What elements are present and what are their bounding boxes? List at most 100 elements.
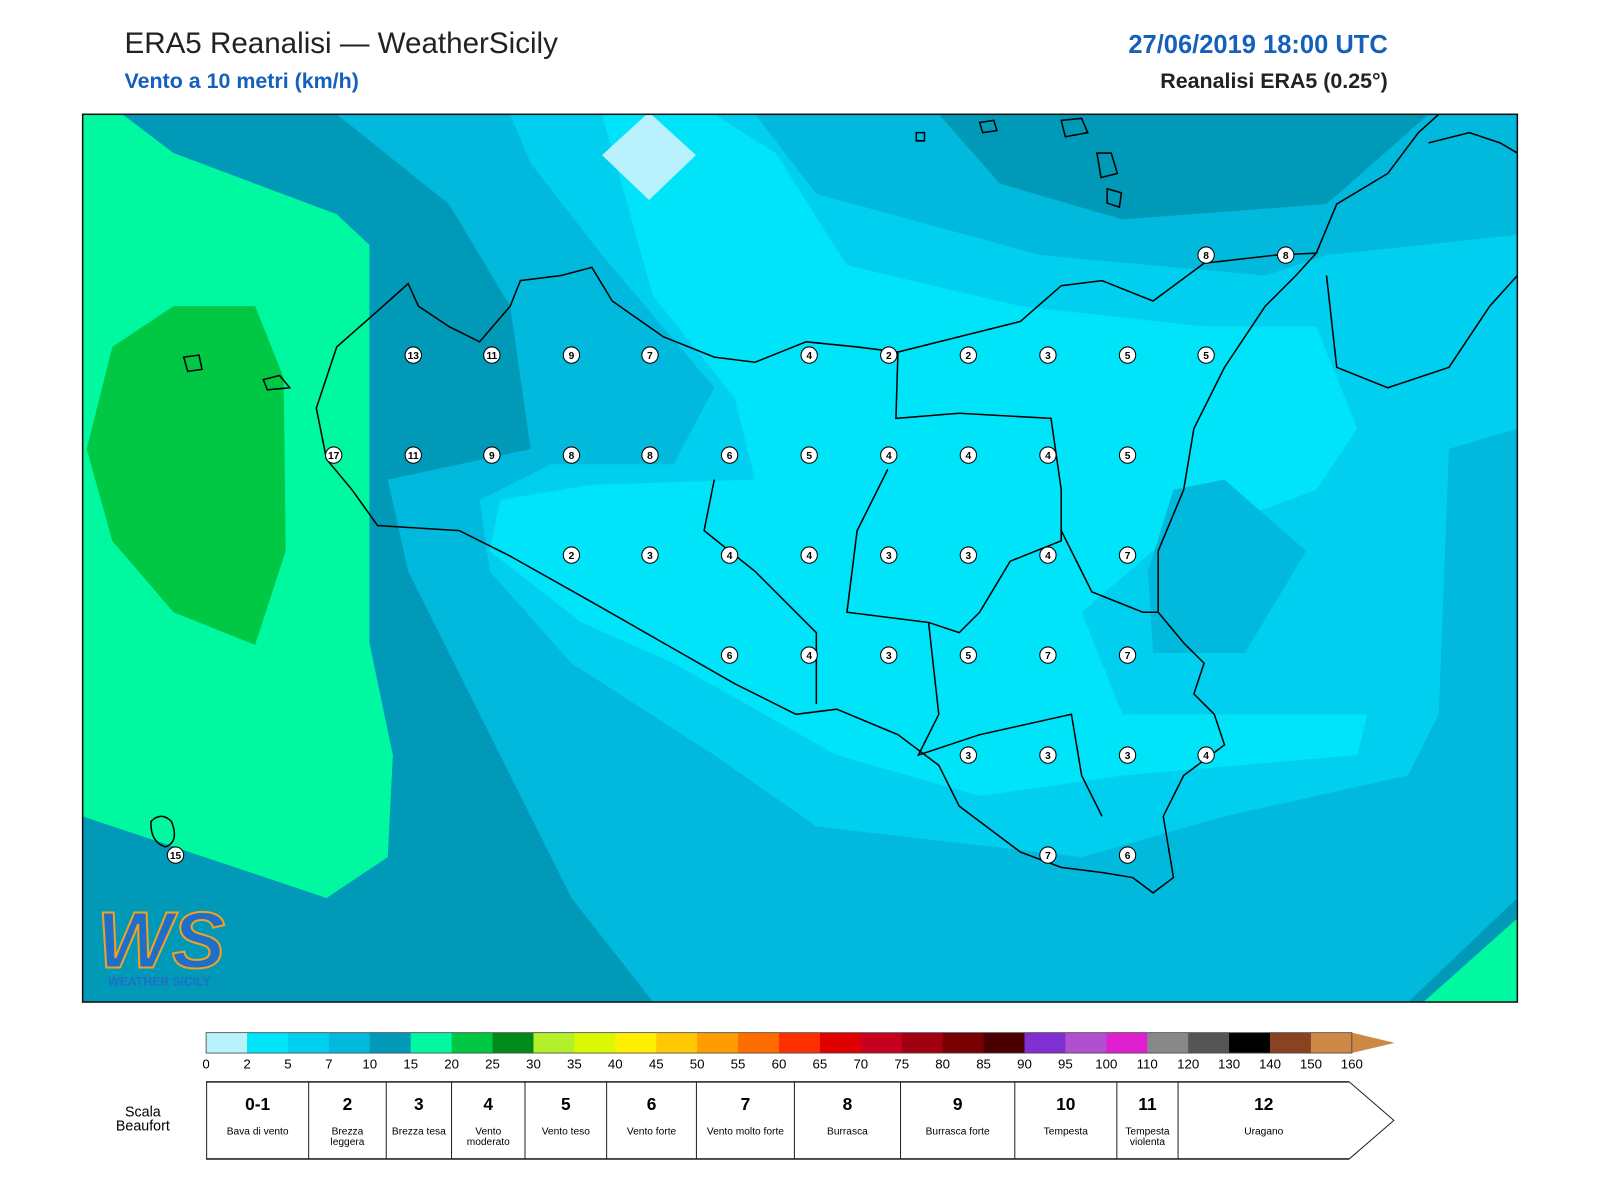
station-marker	[483, 446, 501, 464]
station-marker	[1277, 246, 1295, 264]
station-marker	[1197, 746, 1215, 764]
station-value: 6	[727, 451, 733, 462]
colorbar-tick-label: 60	[772, 1056, 787, 1071]
station-marker	[641, 346, 659, 364]
station-value: 7	[647, 351, 653, 362]
colorbar-tick-label: 2	[243, 1056, 250, 1071]
colorbar-tick-label: 65	[813, 1056, 828, 1071]
station-value: 4	[806, 551, 812, 562]
subtitle: Vento a 10 metri (km/h)	[124, 69, 358, 93]
beaufort-cell: 6 Vento forte	[606, 1081, 696, 1160]
colorbar-tick-label: 30	[526, 1056, 541, 1071]
station-marker	[880, 546, 898, 564]
station-value: 9	[489, 451, 495, 462]
beaufort-cell: 2 Brezza leggera	[308, 1081, 386, 1160]
colorbar-tick-label: 40	[608, 1056, 623, 1071]
station-marker	[1039, 346, 1057, 364]
colorbar-swatch	[247, 1032, 289, 1054]
station-marker	[562, 446, 581, 464]
station-marker	[641, 546, 659, 564]
station-value: 8	[1203, 251, 1209, 262]
beaufort-cell: 8 Burrasca	[793, 1081, 900, 1160]
station-marker	[1039, 846, 1057, 864]
coastline	[150, 114, 1518, 894]
colorbar-swatch	[287, 1032, 330, 1054]
beaufort-cell: 9 Burrasca forte	[899, 1081, 1015, 1160]
colorbar-tick-label: 10	[362, 1056, 377, 1071]
station-marker	[959, 546, 978, 564]
station-value: 3	[966, 551, 972, 562]
colorbar-swatch	[1269, 1032, 1312, 1054]
station-marker	[641, 446, 659, 464]
station-marker	[880, 346, 898, 364]
station-value: 5	[1203, 351, 1209, 362]
colorbar-swatch	[451, 1032, 494, 1054]
station-value: 4	[1045, 451, 1051, 462]
station-marker	[1118, 346, 1137, 364]
colorbar-tick-label: 85	[976, 1056, 991, 1071]
station-value: 5	[966, 651, 972, 662]
wind-field: WS WEATHER SICILY	[82, 114, 1518, 1003]
beaufort-description: Burrasca	[827, 1126, 868, 1138]
station-value: 11	[486, 351, 497, 362]
colorbar-tick-label: 140	[1259, 1056, 1281, 1071]
station-marker	[959, 446, 978, 464]
colorbar-swatch	[983, 1032, 1025, 1054]
station-value: 3	[1045, 351, 1051, 362]
colorbar-swatch	[328, 1032, 371, 1054]
beaufort-description: Vento forte	[626, 1126, 677, 1138]
station-marker	[1039, 446, 1057, 464]
station-marker	[959, 746, 978, 764]
beaufort-grade: 6	[646, 1094, 657, 1115]
colorbar-border	[205, 1032, 1353, 1054]
colorbar-swatch	[492, 1032, 534, 1054]
station-value: 3	[966, 751, 972, 762]
station-marker	[1039, 646, 1057, 664]
station-value: 15	[170, 851, 182, 862]
station-marker	[880, 446, 898, 464]
colorbar-swatch	[1147, 1032, 1189, 1054]
beaufort-grade: 11	[1138, 1094, 1157, 1115]
beaufort-description: Uragano	[1244, 1126, 1284, 1138]
station-marker	[404, 446, 422, 464]
colorbar-tick-label: 75	[894, 1056, 909, 1071]
station-marker	[483, 346, 501, 364]
title: ERA5 Reanalisi — WeatherSicily	[124, 27, 558, 60]
logo-mark: WS	[97, 895, 225, 984]
station-value: 4	[727, 551, 733, 562]
station-marker	[404, 346, 422, 364]
station-marker	[562, 546, 581, 564]
station-marker	[959, 646, 978, 664]
colorbar-swatch	[656, 1032, 698, 1054]
beaufort-description: Brezza leggera	[330, 1126, 365, 1148]
station-value: 2	[569, 551, 575, 562]
colorbar-swatch	[615, 1032, 657, 1054]
station-value: 4	[1203, 751, 1209, 762]
colorbar-tick-label: 15	[403, 1056, 418, 1071]
colorbar-swatch	[369, 1032, 412, 1054]
station-marker	[800, 546, 818, 564]
beaufort-grade: 7	[740, 1094, 751, 1115]
station-marker	[1197, 346, 1215, 364]
station-value: 3	[886, 651, 892, 662]
stations: 8 8 13 11 9 7 4 2 2 3 5 5 17 11 9 8 8 6 5 4 4 4 5 2 3 4 4 3 3 4 7 6 4 3 5 7…	[166, 246, 1295, 864]
station-marker	[800, 346, 818, 364]
station-value: 5	[806, 451, 812, 462]
station-value: 4	[806, 651, 812, 662]
station-value: 4	[886, 451, 892, 462]
station-value: 8	[647, 451, 653, 462]
beaufort-description: Burrasca forte	[925, 1126, 990, 1138]
station-value: 13	[408, 351, 420, 362]
beaufort-description: Tempesta	[1043, 1126, 1088, 1138]
station-marker	[324, 446, 343, 464]
colorbar-swatch	[533, 1032, 575, 1054]
colorbar: 0 2 5 7 10 15 20 25 30 35 40 45 50 55 60 65 70 75 80 85 90 95…	[202, 1032, 1395, 1071]
colorbar-tick-label: 25	[485, 1056, 500, 1071]
beaufort-grade: 12	[1254, 1094, 1274, 1115]
station-value: 4	[806, 351, 812, 362]
colorbar-tick-label: 160	[1341, 1056, 1363, 1071]
station-marker	[959, 346, 978, 364]
beaufort-grade: 8	[842, 1094, 853, 1115]
station-value: 3	[886, 551, 892, 562]
